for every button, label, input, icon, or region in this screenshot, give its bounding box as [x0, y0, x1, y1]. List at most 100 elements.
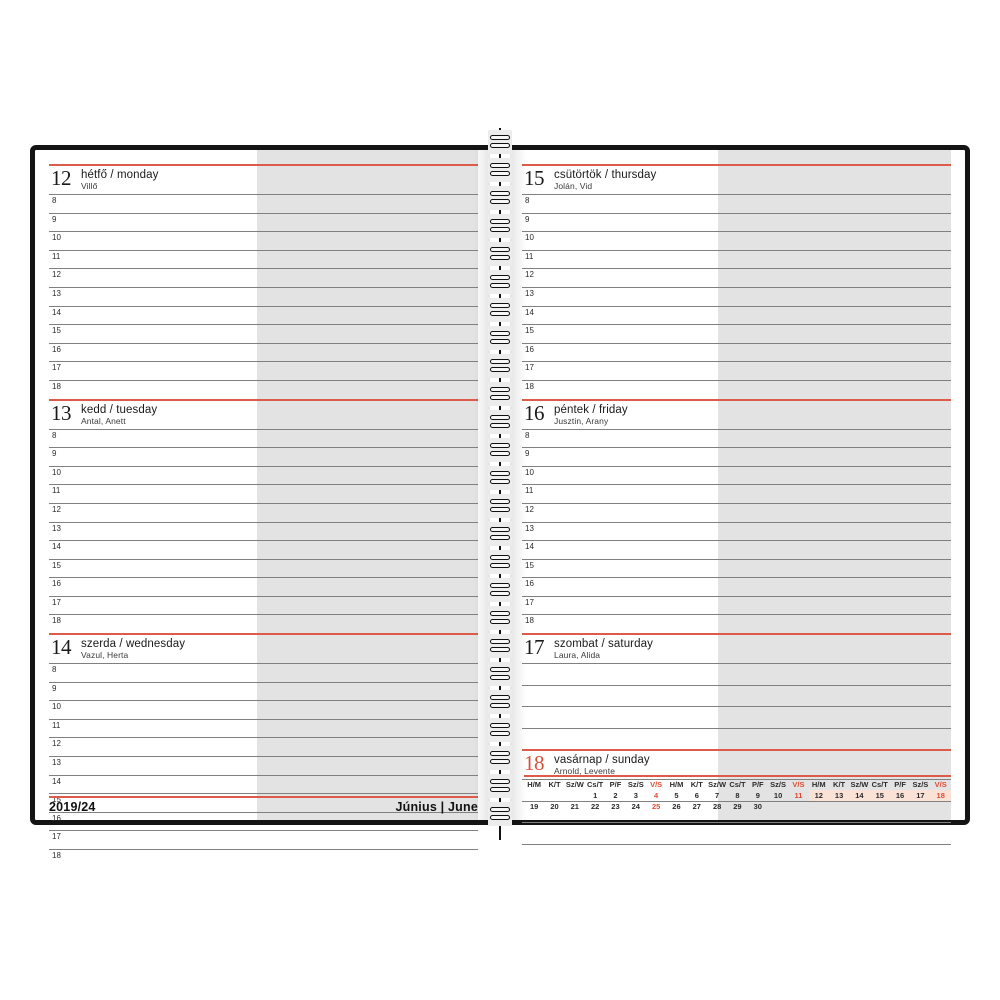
mini-calendar-column[interactable]: P/F 2 23	[605, 779, 625, 812]
mini-calendar-day-week2[interactable]	[565, 790, 585, 801]
hour-row-9[interactable]: 9	[49, 212, 478, 232]
mini-calendar-column[interactable]: K/T 6 27	[687, 779, 707, 812]
mini-calendar-column[interactable]: Cs/T 8 29	[727, 779, 747, 812]
hour-row-15[interactable]: 15	[522, 558, 951, 578]
mini-calendar-day-week2[interactable]: 5	[674, 791, 679, 800]
hour-row-13[interactable]: 13	[522, 521, 951, 541]
hour-row-11[interactable]: 11	[522, 484, 951, 503]
hour-row-18[interactable]: 18	[522, 379, 951, 399]
hour-row-12[interactable]: 12	[49, 737, 478, 756]
mini-calendar-day-week1[interactable]: 20	[550, 802, 559, 811]
hour-row-17[interactable]: 17	[522, 361, 951, 380]
hour-row-8[interactable]: 8	[522, 194, 951, 213]
mini-calendar-day-week2[interactable]: 3	[633, 791, 638, 800]
hour-row-17[interactable]: 17	[49, 830, 478, 849]
mini-calendar-day-week2[interactable]: 17	[910, 790, 931, 801]
mini-calendar-column[interactable]: P/F 9 30	[748, 779, 768, 812]
hour-row-11[interactable]: 11	[49, 484, 478, 503]
mini-calendar-column[interactable]: Sz/W 7 28	[707, 779, 727, 812]
mini-calendar-day-week1[interactable]: 28	[712, 802, 722, 811]
hour-row-8[interactable]: 8	[49, 194, 478, 213]
mini-calendar-day-week1[interactable]	[910, 801, 930, 812]
mini-calendar-day-week2[interactable]: 14	[849, 790, 870, 801]
hour-row-10[interactable]: 10	[522, 465, 951, 485]
day-block-16[interactable]: 16 péntek / friday Jusztin, Arany 8 9 10 11 12 1…	[522, 398, 951, 634]
mini-calendar-day-week1[interactable]	[849, 801, 869, 812]
mini-calendar-column[interactable]: V/S 11	[788, 779, 808, 812]
hour-row-16[interactable]: 16	[49, 342, 478, 362]
blank-entry-row[interactable]	[522, 706, 951, 728]
hour-row-15[interactable]: 15	[49, 558, 478, 578]
hour-row-16[interactable]: 16	[49, 811, 478, 831]
blank-entry-row[interactable]	[522, 727, 951, 750]
hour-row-12[interactable]: 12	[522, 502, 951, 522]
day-block-12[interactable]: 12 hétfő / monday Villő 8 9 10 11 12 13 14 15 16 17 1…	[49, 164, 478, 399]
mini-calendar-column[interactable]: P/F 16	[889, 779, 911, 812]
mini-calendar-day-week2[interactable]: 6	[694, 791, 699, 800]
mini-calendar-day-week2[interactable]: 1	[593, 791, 598, 800]
blank-entry-row[interactable]	[522, 822, 951, 844]
hour-row-16[interactable]: 16	[522, 577, 951, 596]
day-block-14[interactable]: 14 szerda / wednesday Vazul, Herta 8 9 10 11 12…	[49, 633, 478, 868]
mini-calendar-day-week2[interactable]: 15	[869, 790, 890, 801]
mini-calendar-day-week1[interactable]	[890, 801, 910, 812]
hour-row-18[interactable]: 18	[49, 379, 478, 399]
hour-row-8[interactable]: 8	[522, 428, 951, 448]
hour-row-11[interactable]: 11	[49, 718, 478, 738]
mini-calendar-day-week2[interactable]: 8	[735, 791, 740, 800]
mini-calendar-day-week2[interactable]: 4	[654, 791, 659, 800]
day-block-13[interactable]: 13 kedd / tuesday Antal, Anett 8 9 10 11 12 13 14…	[49, 398, 478, 634]
mini-calendar-day-week1[interactable]: 27	[692, 802, 701, 811]
hour-row-17[interactable]: 17	[522, 595, 951, 615]
mini-calendar-day-week2[interactable]: 18	[930, 790, 951, 801]
hour-row-14[interactable]: 14	[522, 305, 951, 325]
mini-calendar-column[interactable]: Cs/T 15	[869, 779, 890, 812]
mini-calendar-day-week1[interactable]: 21	[570, 802, 579, 811]
hour-row-14[interactable]: 14	[522, 540, 951, 559]
hour-row-13[interactable]: 13	[49, 521, 478, 541]
hour-row-17[interactable]: 17	[49, 361, 478, 380]
mini-calendar-day-week2[interactable]: 2	[613, 791, 618, 800]
mini-calendar-day-week1[interactable]	[768, 801, 788, 812]
mini-calendar-day-week2[interactable]: 12	[808, 790, 829, 801]
day-block-17[interactable]: 17 szombat / saturday Laura, Alida	[522, 633, 951, 749]
hour-row-15[interactable]: 15	[522, 324, 951, 343]
mini-calendar-day-week1[interactable]: 30	[753, 802, 762, 811]
hour-row-8[interactable]: 8	[49, 428, 478, 448]
hour-row-9[interactable]: 9	[522, 447, 951, 466]
hour-row-18[interactable]: 18	[522, 614, 951, 633]
mini-calendar-day-week1[interactable]: 29	[733, 802, 742, 811]
hour-row-18[interactable]: 18	[49, 614, 478, 633]
hour-row-15[interactable]: 15	[49, 324, 478, 343]
mini-calendar-day-week2[interactable]	[524, 790, 544, 801]
hour-row-16[interactable]: 16	[522, 342, 951, 362]
mini-calendar-day-week1[interactable]	[931, 801, 951, 812]
blank-entry-row[interactable]	[522, 843, 951, 866]
mini-calendar-column[interactable]: H/M 19	[524, 779, 544, 812]
hour-row-13[interactable]: 13	[49, 756, 478, 775]
hour-row-9[interactable]: 9	[522, 212, 951, 232]
mini-calendar-day-week2[interactable]: 9	[755, 791, 760, 800]
mini-calendar-column[interactable]: K/T 20	[544, 779, 564, 812]
mini-calendar-column[interactable]: Sz/S 17	[910, 779, 931, 812]
mini-calendar-day-week2[interactable]: 7	[715, 791, 720, 800]
mini-calendar-day-week1[interactable]	[809, 801, 829, 812]
hour-row-8[interactable]: 8	[49, 663, 478, 682]
mini-calendar-day-week1[interactable]	[829, 801, 849, 812]
mini-calendar-column[interactable]: Sz/W 21	[565, 779, 585, 812]
hour-row-17[interactable]: 17	[49, 595, 478, 615]
hour-row-13[interactable]: 13	[522, 286, 951, 306]
mini-calendar-day-week1[interactable]: 19	[529, 802, 539, 811]
mini-calendar-column[interactable]: H/M 12	[808, 779, 829, 812]
mini-calendar-column[interactable]: Cs/T 1 22	[585, 779, 605, 812]
hour-row-12[interactable]: 12	[49, 268, 478, 287]
hour-row-11[interactable]: 11	[522, 249, 951, 269]
hour-row-12[interactable]: 12	[522, 268, 951, 287]
hour-row-12[interactable]: 12	[49, 502, 478, 522]
hour-row-10[interactable]: 10	[49, 700, 478, 719]
day-block-18[interactable]: 18 vasárnap / sunday Arnold, Levente	[522, 749, 951, 865]
mini-calendar-day-week2[interactable]	[544, 790, 564, 801]
mini-calendar-day-week1[interactable]: 23	[611, 802, 620, 811]
hour-row-14[interactable]: 14	[49, 774, 478, 794]
blank-entry-row[interactable]	[522, 663, 951, 685]
